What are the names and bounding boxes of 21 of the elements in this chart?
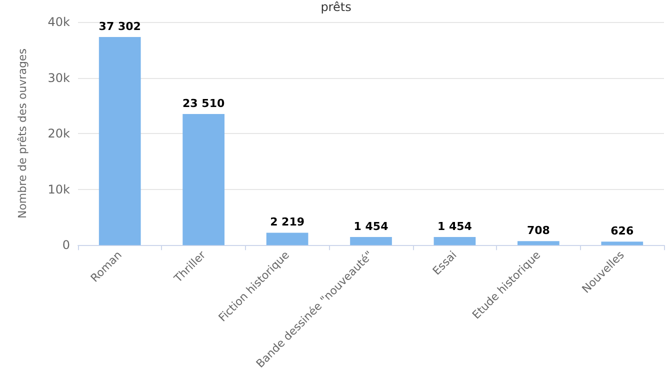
bar [434,236,476,246]
y-axis-title: Nombre de prêts des ouvrages [16,48,29,219]
data-label: 1 454 [354,220,389,233]
bar [350,236,392,246]
y-tick-label: 40k [48,15,70,29]
y-tick-label: 0 [62,238,70,252]
bar [601,242,644,246]
y-tick-label: 30k [48,70,70,85]
data-label: 626 [610,224,634,238]
data-label: 2 219 [270,216,305,229]
data-label: 1 454 [437,220,472,233]
y-tick-label: 10k [48,182,70,196]
bar [518,241,560,246]
bar [266,232,308,246]
chart-title: prêts [320,0,352,14]
data-label: 37 302 [98,20,141,34]
bar [182,114,224,246]
bar [98,37,141,246]
data-label: 708 [526,224,550,238]
y-tick-label: 20k [48,126,70,141]
data-label: 23 510 [182,96,225,110]
